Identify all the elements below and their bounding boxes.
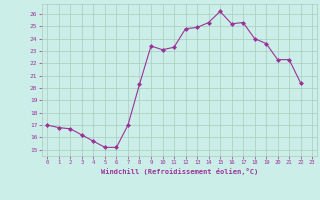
X-axis label: Windchill (Refroidissement éolien,°C): Windchill (Refroidissement éolien,°C): [100, 168, 258, 175]
